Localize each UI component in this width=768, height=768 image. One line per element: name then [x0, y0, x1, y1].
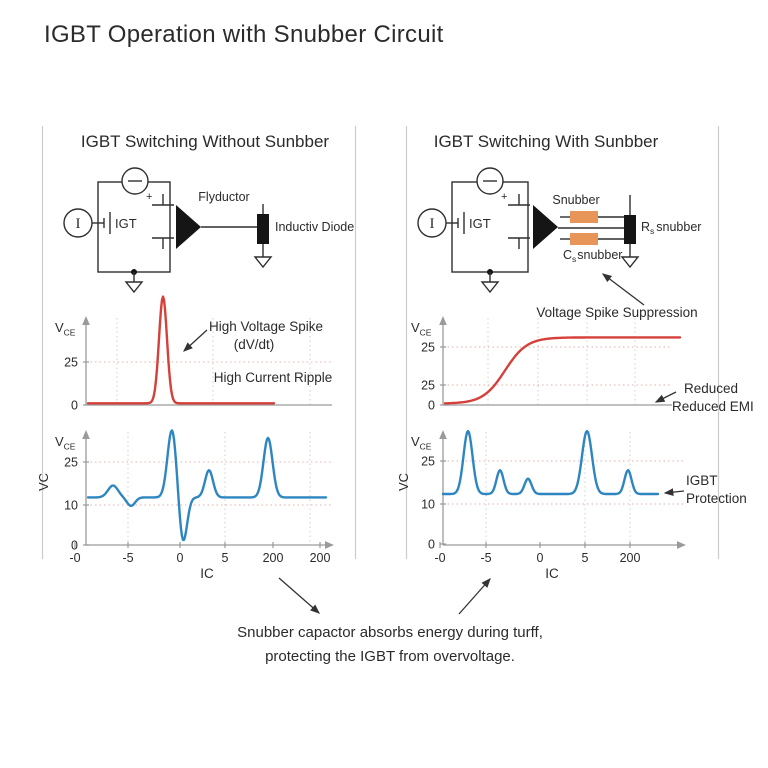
y-axis-label: VCE — [55, 434, 76, 452]
x-axis-label: IC — [200, 566, 214, 581]
capacitor-label: Cssnubber — [563, 248, 622, 264]
x-tick-label: 200 — [620, 551, 641, 565]
annotation-arrow — [654, 391, 677, 403]
caption-arrow-right — [458, 578, 491, 615]
inductor-arrow-icon — [533, 205, 558, 249]
plus-sign: + — [146, 191, 152, 203]
y-tick-label: 25 — [421, 341, 435, 355]
x-tick-label: 0 — [537, 551, 544, 565]
x-tick-label: 0 — [177, 551, 184, 565]
x-tick-label: 5 — [222, 551, 229, 565]
y-tick-label: 0 — [428, 538, 435, 552]
caption-line-1: Snubber capactor absorbs energy during t… — [237, 624, 543, 641]
annotation-high-current-ripple: High Current Ripple — [214, 370, 333, 385]
ground-icon — [253, 256, 273, 269]
left-panel-title: IGBT Switching Without Sunbber — [81, 132, 330, 151]
annotation-arrow — [663, 488, 685, 496]
annotation-reduced: Reduced — [684, 381, 738, 396]
ground-icon — [124, 281, 144, 294]
x-tick-label: -5 — [122, 551, 133, 565]
left-top-plot: 25 0 — [64, 295, 332, 413]
y-axis-label: VCE — [411, 434, 432, 452]
ground-icon — [620, 256, 640, 269]
y-axis-side-label: VC — [396, 473, 411, 491]
current-source-label: I — [76, 216, 81, 232]
y-tick-label: 25 — [421, 455, 435, 469]
snubber-resistor-icon — [570, 211, 598, 223]
x-tick-label: -0 — [69, 551, 80, 565]
y-tick-label: 10 — [64, 499, 78, 513]
inductor-label: Flyductor — [198, 190, 249, 204]
y-tick-label: 0 — [428, 399, 435, 413]
annotation-voltage-spike-suppression: Voltage Spike Suppression — [536, 305, 697, 320]
right-top-plot: 25 25 0 — [421, 316, 682, 413]
x-axis-label: IC — [545, 566, 559, 581]
snubber-capacitor-icon — [570, 233, 598, 245]
y-axis-side-label: VC — [36, 473, 51, 491]
waveform-left_bottom — [86, 429, 328, 542]
right-circuit-diagram: + I IGT Snubber Cssnubber Rs snubber — [417, 167, 701, 294]
x-tick-label: -5 — [480, 551, 491, 565]
waveform-right_top — [443, 336, 682, 405]
inductor-arrow-icon — [176, 205, 201, 249]
igbt-label: IGT — [469, 216, 491, 231]
annotation-reduced-emi: Reduced EMI — [672, 399, 754, 414]
igbt-label: IGT — [115, 216, 137, 231]
snubber-label: Snubber — [552, 193, 599, 207]
annotation-arrow — [601, 273, 645, 306]
snubber-resistor-block-icon — [624, 215, 636, 244]
annotation-igbt: IGBT — [686, 473, 718, 488]
ground-icon — [480, 281, 500, 294]
annotation-dvdt: (dV/dt) — [234, 337, 275, 352]
y-tick-label: 25 — [421, 379, 435, 393]
annotation-arrow — [183, 329, 208, 352]
annotation-high-voltage-spike: High Voltage Spike — [209, 319, 323, 334]
resistor-label: Rs snubber — [641, 220, 701, 236]
x-tick-label: 5 — [582, 551, 589, 565]
plus-sign: + — [501, 191, 507, 203]
y-tick-label: 25 — [64, 456, 78, 470]
x-tick-label: -0 — [434, 551, 445, 565]
waveform-right_bottom — [441, 429, 660, 496]
right-panel-title: IGBT Switching With Sunbber — [434, 132, 659, 151]
x-tick-label: 200 — [263, 551, 284, 565]
diode-icon — [257, 214, 269, 244]
page-title: IGBT Operation with Snubber Circuit — [44, 21, 444, 48]
y-axis-label: VCE — [55, 320, 76, 338]
caption-arrow-left — [278, 577, 320, 614]
x-tick-label: 200 — [310, 551, 331, 565]
diode-label: Inductiv Diode — [275, 220, 354, 234]
y-tick-label: 25 — [64, 356, 78, 370]
y-axis-label: VCE — [411, 320, 432, 338]
annotations: High Voltage Spike (dV/dt) High Current … — [183, 273, 754, 615]
y-tick-label: 10 — [421, 498, 435, 512]
caption-line-2: protecting the IGBT from overvoltage. — [265, 648, 515, 665]
waveform-left_top — [86, 295, 276, 405]
y-tick-label: 0 — [71, 399, 78, 413]
current-source-label: I — [430, 216, 435, 232]
annotation-protection: Protection — [686, 491, 747, 506]
left-circuit-diagram: + I IGT Flyductor Inductiv Diode — [63, 167, 354, 294]
